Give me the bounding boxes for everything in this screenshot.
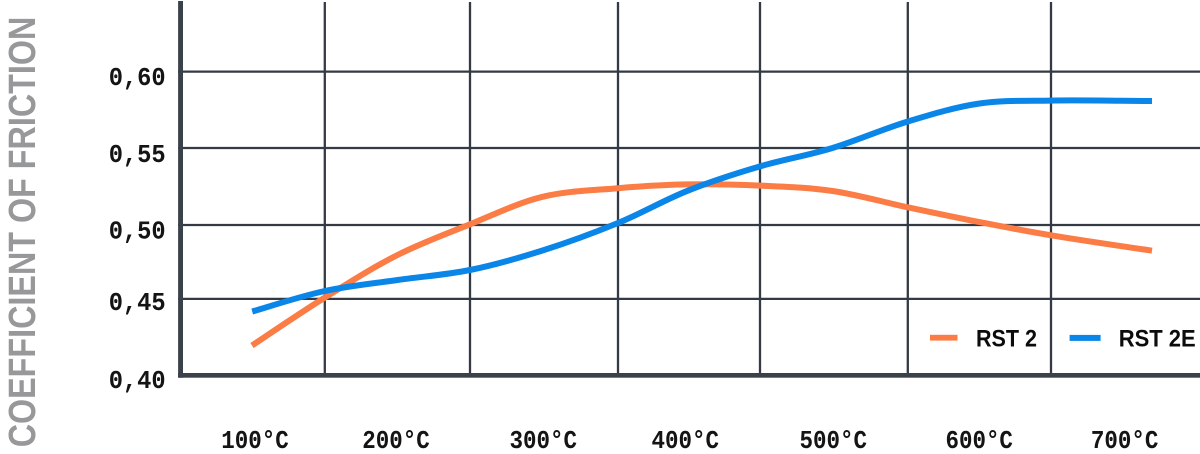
svg-text:0,45: 0,45 <box>109 288 166 318</box>
svg-text:0,60: 0,60 <box>109 63 166 93</box>
svg-text:0,50: 0,50 <box>109 216 166 246</box>
svg-text:0,55: 0,55 <box>109 140 166 170</box>
svg-text:RST 2: RST 2 <box>976 326 1037 353</box>
svg-text:COEFFICIENT OF FRICTION: COEFFICIENT OF FRICTION <box>2 17 44 448</box>
svg-text:0,40: 0,40 <box>109 366 166 396</box>
svg-text:RST 2E: RST 2E <box>1119 326 1196 353</box>
